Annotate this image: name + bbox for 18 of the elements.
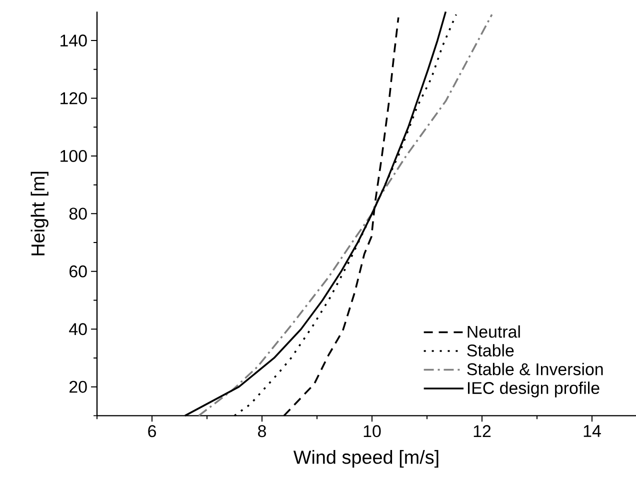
x-tick-label: 12 (474, 425, 491, 438)
x-tick-label: 8 (258, 425, 266, 438)
x-tick-label: 6 (148, 425, 156, 438)
y-axis-title: Height [m] (30, 172, 48, 256)
y-tick-label: 60 (70, 265, 87, 278)
legend-label: Stable (467, 344, 514, 357)
legend-label: Neutral (468, 325, 520, 338)
x-tick-label: 14 (584, 425, 601, 437)
y-tick-label: 80 (69, 208, 87, 220)
x-axis-title: Wind speed [m/s] (293, 450, 438, 468)
y-tick-label: 40 (69, 323, 87, 336)
legend-label: Stable & Inversion (467, 362, 603, 376)
x-tick-label: 10 (364, 425, 381, 438)
y-tick-label: 20 (70, 380, 87, 393)
legend-label: IEC design profile (468, 382, 600, 398)
y-tick-label: 100 (60, 150, 87, 162)
y-tick-label: 140 (60, 34, 87, 47)
y-tick-label: 120 (60, 92, 87, 104)
